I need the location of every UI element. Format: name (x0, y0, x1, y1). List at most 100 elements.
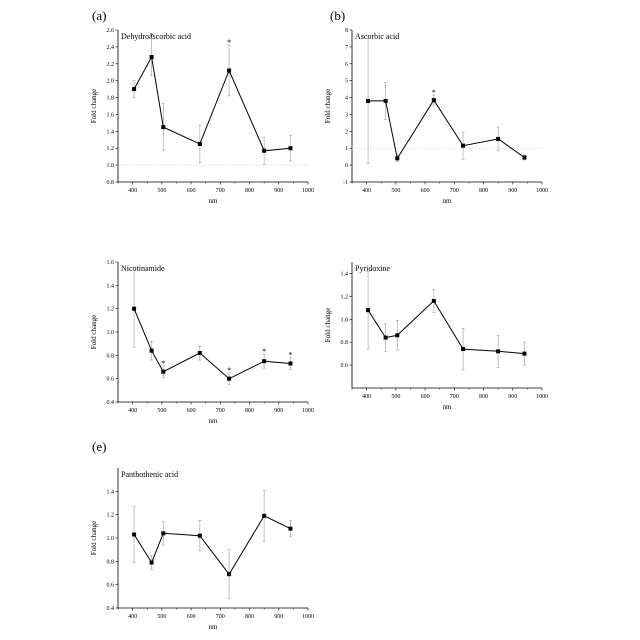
y-tick-label: 5 (345, 79, 348, 85)
chart-panel-4: Pyridoxine40050060070080090010000.60.81.… (324, 262, 548, 411)
data-point (288, 146, 292, 150)
y-tick-label: 6 (345, 62, 348, 68)
x-tick-label: 400 (362, 394, 371, 400)
y-tick-label: 1.2 (107, 513, 115, 519)
y-tick-label: 0 (345, 163, 348, 169)
y-tick-label: 4 (345, 96, 348, 102)
x-axis-label: nm (209, 623, 219, 631)
significance-mark: * (432, 88, 436, 97)
x-tick-label: 1000 (536, 188, 548, 194)
x-tick-label: 900 (508, 188, 517, 194)
y-tick-label: 1.2 (107, 146, 115, 152)
y-tick-label: 1.4 (107, 489, 115, 495)
y-tick-label: 1.0 (107, 163, 115, 169)
y-tick-label: 1.0 (107, 536, 115, 542)
x-tick-label: 1000 (302, 408, 314, 414)
y-tick-label: 0.8 (341, 340, 349, 346)
x-axis-label: nm (209, 197, 219, 205)
panel-letter: (a) (92, 8, 106, 23)
chart-panel-2: (b)Ascorbic acid4005006007008009001000-1… (324, 8, 548, 205)
data-point (366, 308, 370, 312)
y-axis-label: Fold change (324, 308, 332, 342)
data-point (461, 347, 465, 351)
data-point (132, 87, 136, 91)
data-point (227, 69, 231, 73)
y-tick-label: 1.0 (341, 317, 349, 323)
significance-mark: * (262, 347, 266, 356)
data-point (150, 561, 154, 565)
x-tick-label: 700 (450, 188, 459, 194)
series-line (134, 516, 290, 574)
data-point (161, 370, 165, 374)
data-point (288, 527, 292, 531)
significance-mark: * (227, 366, 231, 375)
data-point (161, 531, 165, 535)
data-point (262, 149, 266, 153)
y-tick-label: 1.4 (107, 283, 115, 289)
x-tick-label: 800 (245, 614, 254, 620)
x-tick-label: 700 (450, 394, 459, 400)
y-axis-label: Fold change (90, 315, 98, 349)
y-tick-label: 2 (345, 129, 348, 135)
data-point (132, 533, 136, 537)
y-tick-label: 0.8 (107, 353, 115, 359)
x-tick-label: 1000 (302, 614, 314, 620)
y-tick-label: 2.0 (107, 79, 115, 85)
y-tick-label: 1.0 (107, 330, 115, 336)
y-tick-label: -1 (343, 180, 348, 186)
y-tick-label: 1.2 (107, 307, 115, 313)
series-line (134, 57, 290, 151)
x-tick-label: 400 (128, 614, 137, 620)
chart-panel-3: Nicotinamide40050060070080090010000.40.6… (90, 260, 314, 425)
y-tick-label: 1.4 (341, 271, 349, 277)
series-line (134, 309, 290, 379)
chart-panel-1: (a)Dehydroascorbic acid40050060070080090… (90, 8, 314, 205)
data-point (395, 333, 399, 337)
data-point (198, 534, 202, 538)
y-tick-label: 0.4 (107, 606, 115, 612)
y-axis-label: Fold change (90, 521, 98, 555)
x-tick-label: 400 (128, 188, 137, 194)
series-line (368, 301, 524, 354)
y-tick-label: 1.2 (341, 294, 349, 300)
x-tick-label: 500 (157, 614, 166, 620)
significance-mark: * (161, 359, 165, 368)
series-line (368, 100, 524, 158)
x-tick-label: 800 (479, 188, 488, 194)
chart-title: Nicotinamide (121, 264, 165, 273)
significance-mark: * (288, 351, 292, 360)
y-tick-label: 1.4 (107, 129, 115, 135)
x-tick-label: 900 (274, 408, 283, 414)
data-point (522, 156, 526, 160)
chart-title: Panthothenic acid (121, 470, 178, 479)
y-tick-label: 1.6 (107, 260, 115, 266)
chart-title: Dehydroascorbic acid (121, 32, 191, 41)
data-point (161, 125, 165, 129)
data-point (461, 144, 465, 148)
data-point (366, 99, 370, 103)
y-tick-label: 0.6 (107, 377, 115, 383)
y-tick-label: 2.4 (107, 45, 115, 51)
y-tick-label: 1.8 (107, 96, 115, 102)
data-point (432, 299, 436, 303)
y-tick-label: 0.4 (107, 400, 115, 406)
data-point (522, 352, 526, 356)
y-axis-label: Fold change (324, 89, 332, 123)
x-tick-label: 500 (391, 188, 400, 194)
significance-mark: * (227, 38, 231, 47)
data-point (384, 99, 388, 103)
x-tick-label: 1000 (302, 188, 314, 194)
x-tick-label: 600 (187, 408, 196, 414)
x-tick-label: 900 (274, 188, 283, 194)
x-tick-label: 600 (421, 188, 430, 194)
panel-letter: (e) (92, 439, 106, 454)
y-tick-label: 0.8 (107, 180, 115, 186)
x-tick-label: 700 (216, 408, 225, 414)
data-point (150, 55, 154, 59)
chart-title: Pyridoxine (355, 264, 391, 273)
y-axis-label: Fold change (90, 89, 98, 123)
x-tick-label: 400 (128, 408, 137, 414)
y-tick-label: 3 (345, 112, 348, 118)
y-tick-label: 0.8 (107, 559, 115, 565)
